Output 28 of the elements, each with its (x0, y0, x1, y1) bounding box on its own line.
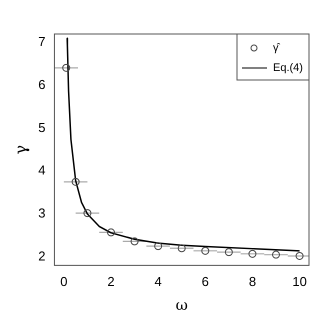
y-tick-label: 5 (38, 120, 46, 135)
y-tick-label: 4 (38, 162, 46, 178)
x-tick-label: 0 (60, 274, 68, 289)
point (201, 246, 210, 255)
point (224, 248, 233, 256)
legend-label: γ̂ (273, 42, 280, 54)
x-tick-label: 4 (154, 274, 162, 289)
point (72, 178, 80, 186)
point (83, 209, 92, 218)
point (272, 250, 280, 259)
x-tick-label: 8 (248, 274, 256, 289)
y-tick-label: 3 (38, 206, 46, 221)
y-axis-title: γ (10, 144, 30, 154)
x-tick-label: 2 (107, 274, 115, 289)
point (107, 228, 115, 236)
legend-label: Eq.(4) (273, 62, 303, 74)
point (130, 237, 139, 246)
y-tick-label: 2 (38, 248, 46, 264)
point (248, 250, 256, 258)
x-axis-title: ω (176, 296, 188, 314)
point (296, 252, 304, 260)
x-tick-label: 10 (292, 274, 307, 289)
y-tick-label: 6 (38, 77, 46, 92)
point (154, 242, 162, 250)
point (178, 244, 186, 252)
point (62, 64, 70, 72)
x-tick-label: 6 (202, 274, 209, 289)
y-tick-label: 7 (38, 34, 46, 50)
